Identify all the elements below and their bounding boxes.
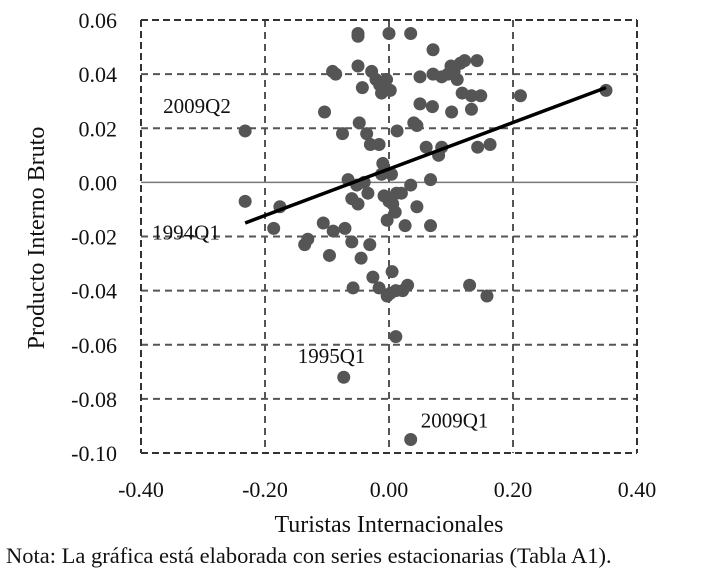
annotation-label: 2009Q1 — [421, 408, 489, 432]
data-point — [267, 221, 281, 235]
data-point — [376, 156, 390, 170]
data-point — [513, 89, 527, 103]
data-point — [471, 140, 485, 154]
data-point — [372, 137, 386, 151]
y-tick-label: 0.02 — [79, 116, 118, 141]
data-point — [337, 370, 351, 384]
x-tick-label: -0.40 — [118, 477, 164, 502]
data-point — [383, 83, 397, 97]
grid-lines — [140, 19, 638, 454]
data-point — [316, 216, 330, 230]
y-tick-label: -0.02 — [71, 225, 117, 250]
data-point — [354, 251, 368, 265]
data-point — [407, 116, 421, 130]
data-point — [388, 205, 402, 219]
data-point — [413, 97, 427, 111]
annotation-label: 1994Q1 — [152, 220, 220, 244]
x-axis-title: Turistas Internacionales — [274, 512, 503, 538]
data-point — [326, 224, 340, 238]
data-point — [352, 116, 366, 130]
data-point — [363, 238, 377, 252]
data-point — [410, 200, 424, 214]
data-point — [351, 197, 365, 211]
data-point — [318, 105, 332, 119]
data-point — [474, 89, 488, 103]
data-points — [238, 27, 613, 446]
data-point — [413, 70, 427, 84]
data-point — [404, 178, 418, 192]
data-point — [483, 137, 497, 151]
data-point — [360, 127, 374, 141]
y-axis-ticks: 0.06 0.04 0.02 0.00 -0.02 -0.04 -0.06 -0.08 -0.1… — [71, 8, 117, 466]
data-point — [336, 127, 349, 141]
data-point — [346, 281, 360, 295]
x-tick-label: 0.00 — [370, 477, 409, 502]
x-tick-label: 0.20 — [494, 477, 533, 502]
data-point — [450, 73, 464, 87]
y-axis-title: Producto Interno Bruto — [24, 127, 50, 350]
data-point — [366, 270, 380, 284]
data-point — [480, 289, 494, 303]
data-point — [424, 173, 438, 187]
annotation-label: 2009Q2 — [163, 94, 231, 118]
point-annotations: 2009Q2 1994Q1 1995Q1 2009Q1 — [152, 94, 488, 433]
data-point — [390, 124, 404, 138]
data-point — [238, 124, 252, 138]
trend-line — [244, 86, 607, 225]
data-point — [425, 100, 439, 114]
data-point — [329, 67, 343, 81]
data-point — [380, 73, 394, 87]
data-point — [361, 186, 375, 200]
data-point — [394, 186, 408, 200]
data-point — [345, 235, 359, 249]
data-point — [380, 213, 394, 227]
y-tick-label: 0.00 — [79, 170, 118, 195]
data-point — [398, 219, 412, 233]
y-tick-label: -0.10 — [71, 441, 117, 466]
data-point — [455, 86, 469, 100]
data-point — [385, 265, 399, 279]
y-tick-label: 0.06 — [79, 8, 118, 33]
data-point — [463, 278, 477, 292]
data-point — [404, 27, 418, 41]
data-point — [322, 248, 336, 262]
data-point — [401, 278, 415, 292]
x-tick-label: -0.20 — [242, 477, 288, 502]
data-point — [464, 102, 478, 116]
data-point — [355, 81, 369, 95]
data-point — [419, 140, 433, 154]
data-point — [351, 59, 365, 73]
y-tick-label: -0.08 — [71, 387, 117, 412]
y-tick-label: -0.04 — [71, 279, 117, 304]
data-point — [445, 105, 459, 119]
data-point — [351, 29, 365, 43]
data-point — [458, 54, 472, 68]
data-point — [301, 232, 315, 246]
data-point — [238, 194, 252, 208]
data-point — [382, 27, 396, 41]
data-point — [372, 281, 386, 295]
data-point — [424, 219, 438, 233]
data-point — [470, 54, 484, 68]
data-point — [338, 221, 352, 235]
chart-note: Nota: La gráfica está elaborada con seri… — [6, 543, 612, 568]
annotation-label: 1995Q1 — [298, 344, 366, 368]
data-point — [404, 432, 418, 446]
x-axis-ticks: -0.40 -0.20 0.00 0.20 0.40 — [118, 477, 656, 502]
y-tick-label: 0.04 — [79, 62, 118, 87]
data-point — [389, 330, 403, 344]
x-tick-label: 0.40 — [618, 477, 657, 502]
data-point — [426, 43, 440, 57]
y-tick-label: -0.06 — [71, 333, 117, 358]
